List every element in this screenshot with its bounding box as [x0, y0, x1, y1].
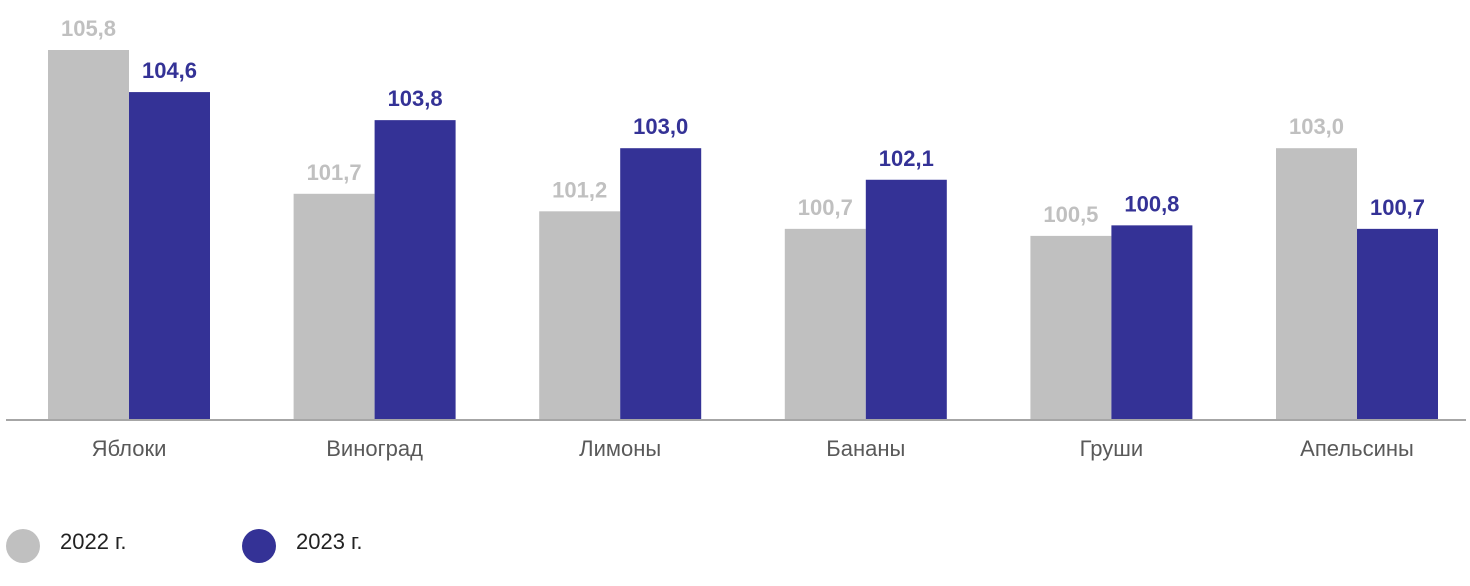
bar-2023-0 [129, 92, 210, 421]
data-label-2022-5: 103,0 [1289, 114, 1344, 139]
bar-chart: 105,8 104,6 Яблоки 101,7 103,8 Виноград 101,2 1… [6, 16, 1466, 461]
legend-swatch-2023 [242, 529, 276, 563]
legend-item-2022: 2022 г. [6, 526, 127, 566]
bar-2022-4 [1030, 235, 1112, 420]
data-label-2022-0: 105,8 [61, 16, 116, 41]
data-label-2023-0: 104,6 [142, 58, 197, 83]
data-label-2022-4: 100,5 [1043, 202, 1098, 227]
category-label-3: Бананы [826, 436, 905, 461]
legend: 2022 г. 2023 г. [0, 518, 1470, 578]
bar-2023-3 [865, 179, 947, 420]
legend-label-2023: 2023 г. [296, 529, 363, 554]
bar-2022-3 [784, 228, 866, 420]
bar-2023-4 [1111, 225, 1193, 420]
data-label-2022-2: 101,2 [552, 177, 607, 202]
legend-item-2023: 2023 г. [242, 526, 363, 566]
category-label-2: Лимоны [579, 436, 661, 461]
bar-2022-5 [1276, 148, 1357, 421]
data-label-2022-3: 100,7 [798, 195, 853, 220]
bar-2023-2 [620, 148, 702, 421]
data-label-2023-2: 103,0 [633, 114, 688, 139]
bar-2022-0 [48, 50, 129, 420]
data-label-2023-1: 103,8 [388, 86, 443, 111]
bar-2022-2 [539, 211, 621, 420]
legend-swatch-2022 [6, 529, 40, 563]
bar-2022-1 [293, 193, 375, 420]
data-label-2023-3: 102,1 [879, 146, 934, 171]
category-label-0: Яблоки [92, 436, 167, 461]
legend-label-2022: 2022 г. [60, 529, 127, 554]
category-label-1: Виноград [326, 436, 423, 461]
bar-2023-1 [374, 120, 456, 420]
data-label-2023-5: 100,7 [1370, 195, 1425, 220]
category-label-4: Груши [1080, 436, 1144, 461]
bar-2023-5 [1357, 228, 1438, 420]
category-label-5: Апельсины [1300, 436, 1414, 461]
data-label-2023-4: 100,8 [1124, 191, 1179, 216]
data-label-2022-1: 101,7 [307, 160, 362, 185]
